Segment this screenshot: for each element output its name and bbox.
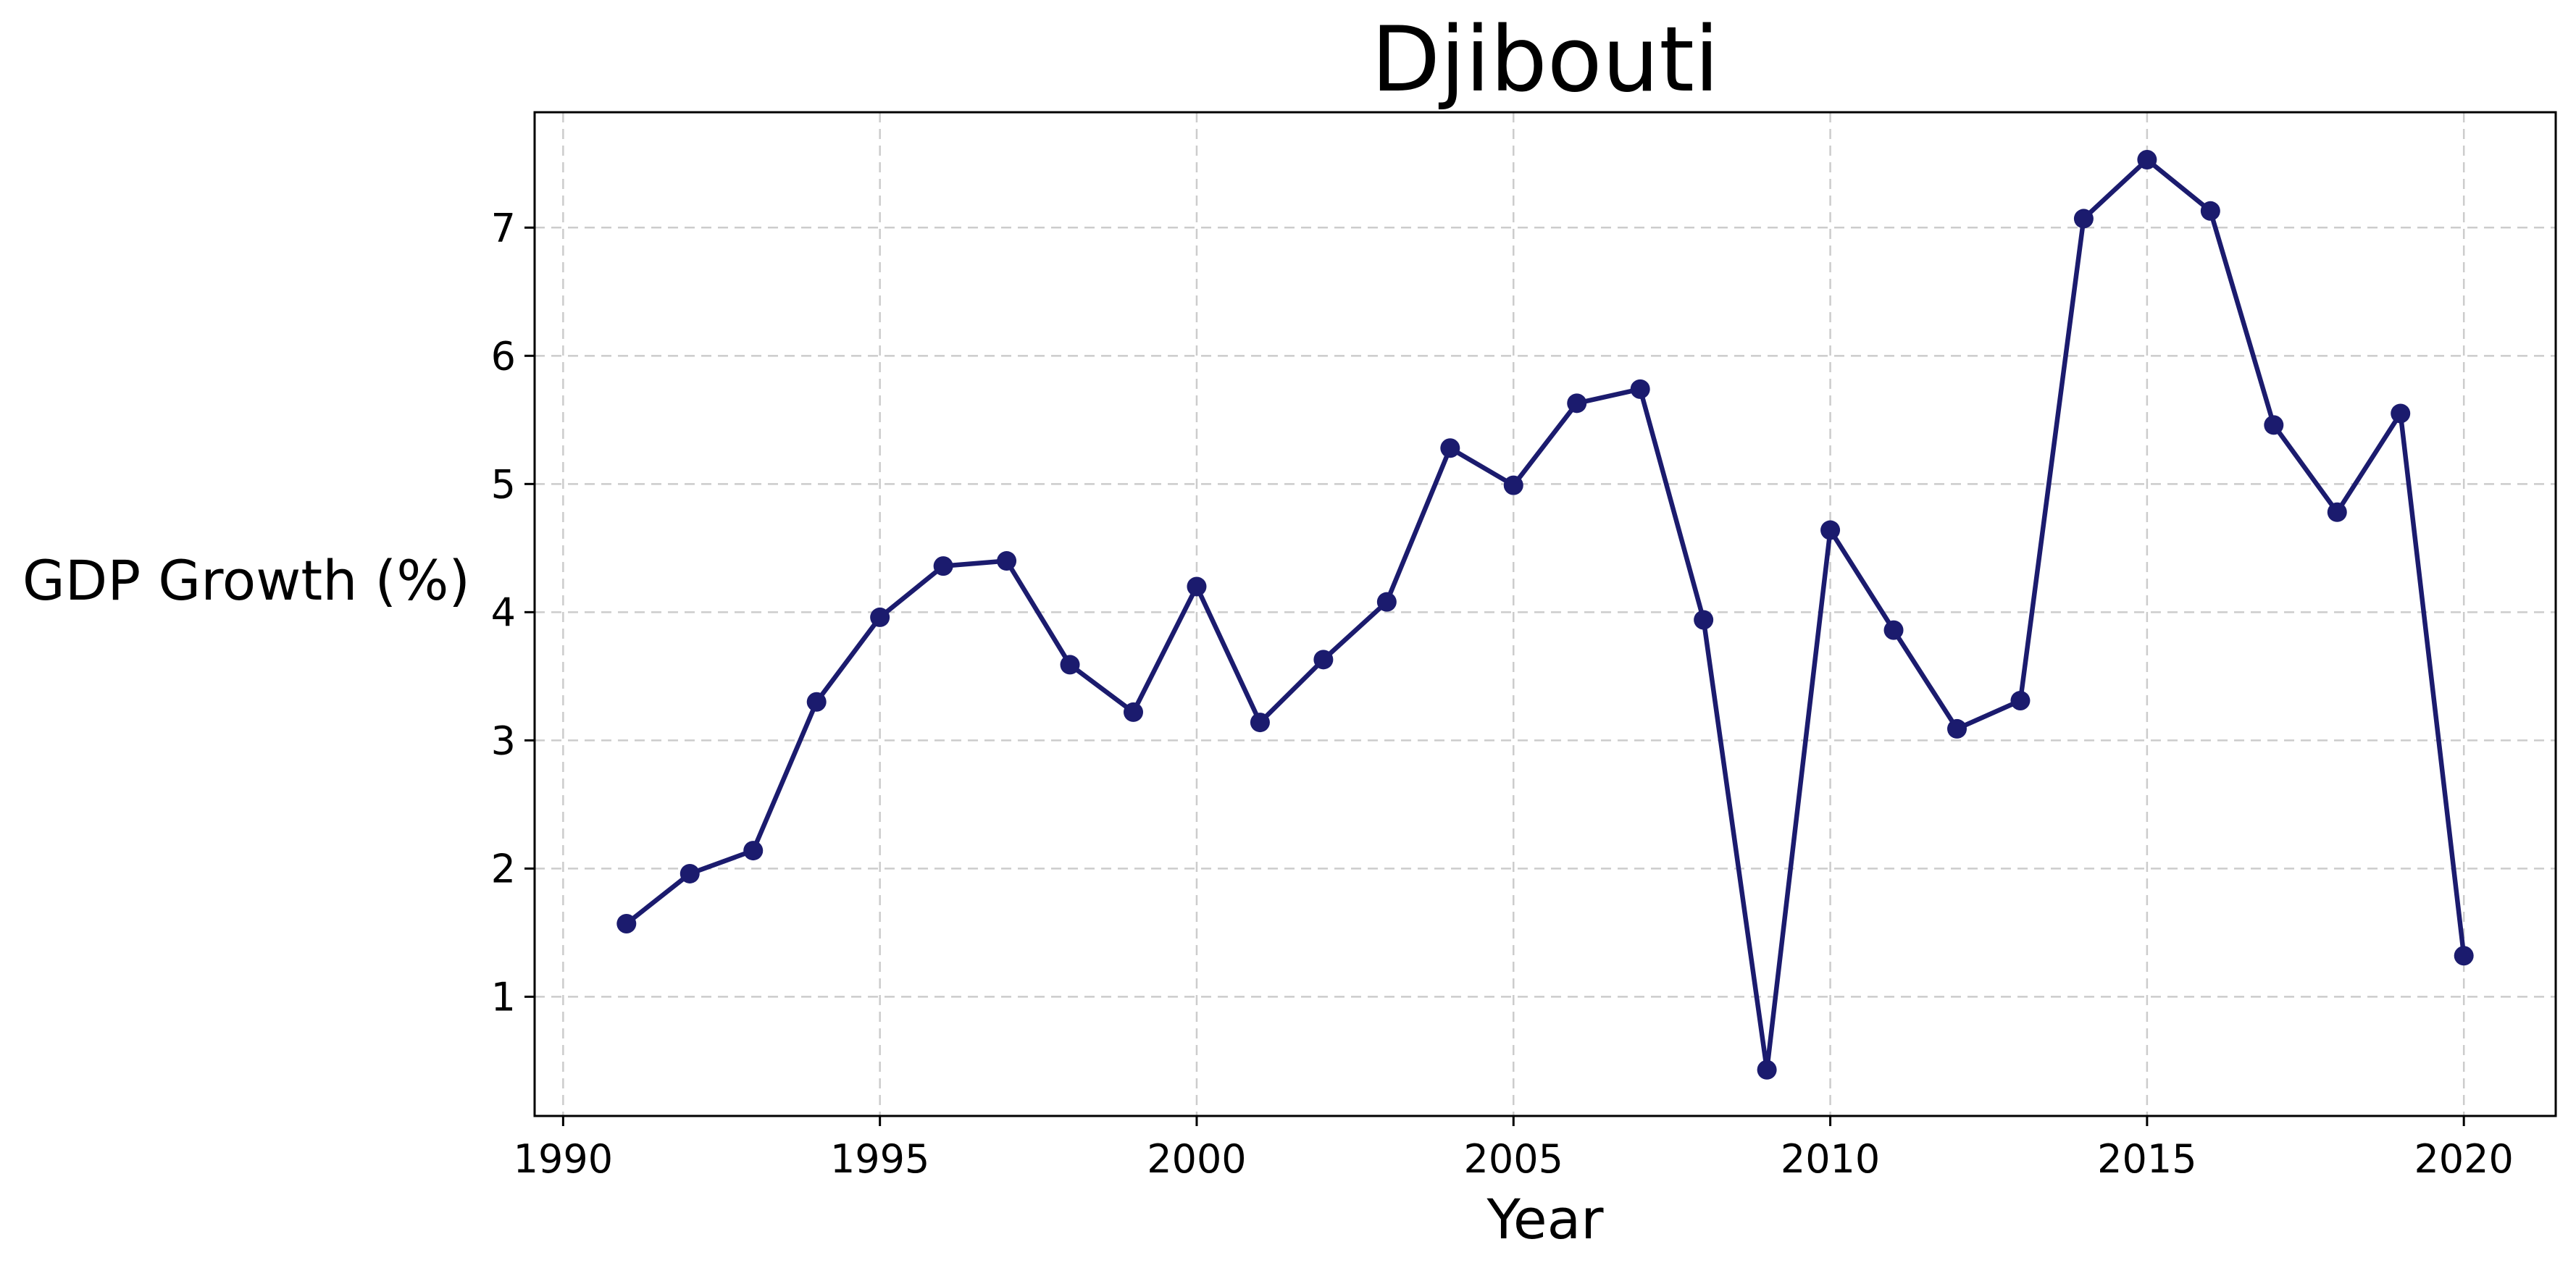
- chart-title: Djibouti: [1371, 8, 1720, 112]
- plot-frame: [533, 111, 2557, 1117]
- x-tick-label: 2020: [2414, 1136, 2513, 1182]
- data-point: [1883, 620, 1904, 640]
- axis-ticks: 1990 1995 2000 2005 2010 2015 2020 1 2 3 4 5 6 7: [491, 205, 2514, 1182]
- data-point: [2454, 946, 2474, 966]
- data-point: [2200, 201, 2220, 221]
- data-point: [2264, 415, 2284, 435]
- data-point: [1567, 393, 1587, 414]
- x-tick-label: 1990: [514, 1136, 613, 1182]
- x-tick-label: 2015: [2097, 1136, 2196, 1182]
- data-point: [1503, 475, 1523, 495]
- data-point: [997, 551, 1017, 571]
- y-axis-label: GDP Growth (%): [22, 548, 470, 613]
- x-tick-label: 2010: [1781, 1136, 1880, 1182]
- data-point: [806, 692, 827, 712]
- data-point: [933, 556, 953, 576]
- data-point: [870, 607, 890, 627]
- y-tick-label: 3: [491, 718, 516, 763]
- data-point: [1376, 592, 1397, 612]
- data-point: [2391, 403, 2411, 424]
- y-tick-label: 5: [491, 461, 516, 507]
- data-point: [1250, 713, 1270, 733]
- data-point: [1694, 610, 1714, 630]
- data-point: [679, 863, 700, 883]
- x-tick-label: 2005: [1464, 1136, 1563, 1182]
- data-point: [1946, 718, 1967, 739]
- data-point: [2137, 149, 2157, 169]
- data-point: [1124, 702, 1144, 722]
- x-axis-label: Year: [1486, 1187, 1605, 1251]
- y-tick-label: 6: [491, 333, 516, 379]
- data-point: [1440, 438, 1460, 458]
- data-point: [616, 913, 637, 933]
- data-point: [1060, 655, 1080, 675]
- data-point: [1313, 650, 1334, 670]
- data-point: [1630, 379, 1650, 399]
- data-point: [1757, 1059, 1777, 1080]
- x-tick-label: 1995: [830, 1136, 929, 1182]
- data-point: [1187, 576, 1207, 597]
- y-tick-label: 7: [491, 205, 516, 251]
- data-point: [2327, 502, 2347, 522]
- x-tick-label: 2000: [1147, 1136, 1246, 1182]
- grid: [535, 112, 2556, 1116]
- data-point: [2073, 209, 2094, 229]
- data-point: [2010, 690, 2031, 710]
- series-line: [624, 157, 2467, 1073]
- y-tick-label: 4: [491, 589, 516, 635]
- y-tick-label: 2: [491, 846, 516, 891]
- data-point: [1820, 520, 1841, 540]
- series: [616, 149, 2474, 1080]
- data-point: [743, 841, 764, 861]
- y-tick-label: 1: [491, 974, 516, 1020]
